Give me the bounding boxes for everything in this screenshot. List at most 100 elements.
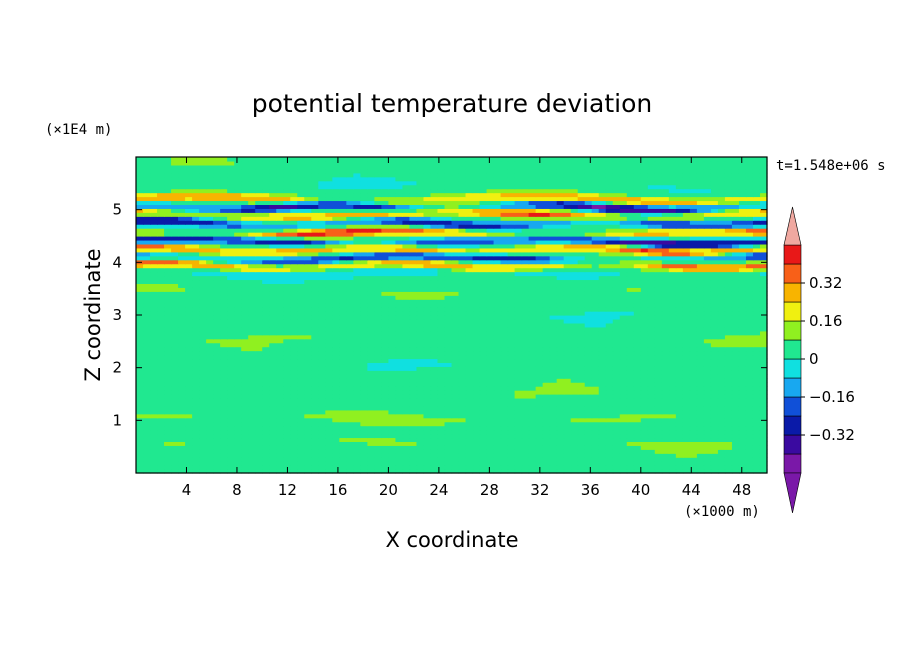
heatmap-cell: [640, 437, 649, 442]
heatmap-cell: [164, 330, 172, 336]
heatmap-cell: [591, 453, 600, 458]
heatmap-cell: [731, 370, 740, 375]
heatmap-cell: [703, 370, 712, 375]
heatmap-cell: [584, 322, 593, 328]
heatmap-cell: [332, 382, 340, 387]
heatmap-cell: [395, 437, 404, 442]
heatmap-cell: [465, 287, 474, 292]
heatmap-cell: [451, 378, 460, 383]
heatmap-cell: [367, 433, 375, 439]
heatmap-cell: [731, 318, 740, 324]
heatmap-cell: [339, 445, 347, 450]
heatmap-cell: [304, 279, 312, 284]
heatmap-cell: [409, 378, 418, 383]
heatmap-cell: [311, 465, 319, 470]
heatmap-cell: [325, 397, 333, 403]
heatmap-cell: [647, 429, 656, 435]
heatmap-cell: [388, 378, 397, 383]
heatmap-cell: [500, 311, 509, 316]
heatmap-cell: [535, 362, 544, 367]
heatmap-cell: [444, 287, 453, 292]
heatmap-cell: [570, 326, 579, 332]
heatmap-cell: [647, 346, 656, 352]
heatmap-cell: [255, 322, 263, 328]
heatmap-cell: [248, 425, 256, 431]
heatmap-cell: [556, 469, 565, 474]
heatmap-cell: [185, 409, 193, 415]
heatmap-cell: [479, 413, 488, 419]
heatmap-cell: [178, 271, 186, 277]
heatmap-cell: [570, 303, 579, 308]
heatmap-cell: [640, 362, 649, 367]
heatmap-cell: [437, 382, 446, 387]
heatmap-cell: [598, 433, 607, 439]
heatmap-cell: [339, 437, 347, 442]
heatmap-cell: [654, 318, 663, 324]
heatmap-cell: [675, 338, 684, 344]
heatmap-cell: [185, 330, 193, 336]
heatmap-cell: [430, 417, 439, 423]
heatmap-cell: [199, 437, 207, 442]
heatmap-cell: [318, 465, 326, 470]
heatmap-cell: [241, 291, 249, 296]
heatmap-cell: [724, 437, 733, 442]
heatmap-cell: [227, 397, 235, 403]
heatmap-cell: [381, 338, 389, 344]
heatmap-cell: [164, 251, 172, 257]
heatmap-cell: [367, 318, 375, 324]
heatmap-cell: [164, 386, 172, 391]
heatmap-cell: [556, 441, 565, 446]
heatmap-cell: [290, 362, 298, 367]
heatmap-cell: [178, 251, 186, 257]
heatmap-cell: [255, 307, 263, 312]
heatmap-cell: [514, 263, 523, 269]
heatmap-cell: [437, 417, 446, 423]
heatmap-cell: [759, 421, 768, 427]
heatmap-cell: [206, 449, 214, 454]
heatmap-cell: [668, 354, 677, 360]
heatmap-cell: [206, 461, 214, 466]
heatmap-cell: [206, 334, 214, 340]
heatmap-cell: [486, 330, 495, 336]
heatmap-cell: [514, 397, 523, 403]
heatmap-cell: [395, 251, 404, 257]
heatmap-cell: [633, 291, 642, 296]
heatmap-cell: [395, 299, 404, 304]
heatmap-cell: [178, 350, 186, 356]
heatmap-cell: [556, 461, 565, 466]
heatmap-cell: [213, 397, 221, 403]
heatmap-cell: [696, 390, 705, 395]
heatmap-cell: [437, 362, 446, 367]
heatmap-cell: [353, 358, 361, 363]
heatmap-cell: [297, 417, 305, 423]
heatmap-cell: [402, 322, 411, 328]
heatmap-cell: [150, 397, 158, 403]
heatmap-cell: [535, 390, 544, 395]
heatmap-cell: [248, 307, 256, 312]
heatmap-cell: [164, 307, 172, 312]
heatmap-cell: [367, 334, 375, 340]
heatmap-cell: [493, 445, 502, 450]
heatmap-cell: [444, 386, 453, 391]
heatmap-cell: [318, 457, 326, 462]
heatmap-cell: [724, 342, 733, 348]
heatmap-cell: [493, 283, 502, 288]
heatmap-cell: [360, 374, 368, 379]
heatmap-cell: [451, 275, 460, 281]
heatmap-cell: [136, 409, 144, 415]
heatmap-cell: [710, 342, 719, 348]
heatmap-cell: [612, 295, 621, 300]
heatmap-cell: [437, 283, 446, 288]
heatmap-cell: [381, 358, 389, 363]
heatmap-cell: [605, 390, 614, 395]
heatmap-cell: [227, 421, 235, 427]
heatmap-cell: [136, 279, 144, 284]
heatmap-cell: [395, 417, 404, 423]
heatmap-cell: [717, 437, 726, 442]
heatmap-cell: [220, 295, 228, 300]
heatmap-cell: [220, 401, 228, 407]
heatmap-cell: [633, 307, 642, 312]
heatmap-cell: [521, 346, 530, 352]
heatmap-cell: [584, 390, 593, 395]
heatmap-cell: [311, 417, 319, 423]
